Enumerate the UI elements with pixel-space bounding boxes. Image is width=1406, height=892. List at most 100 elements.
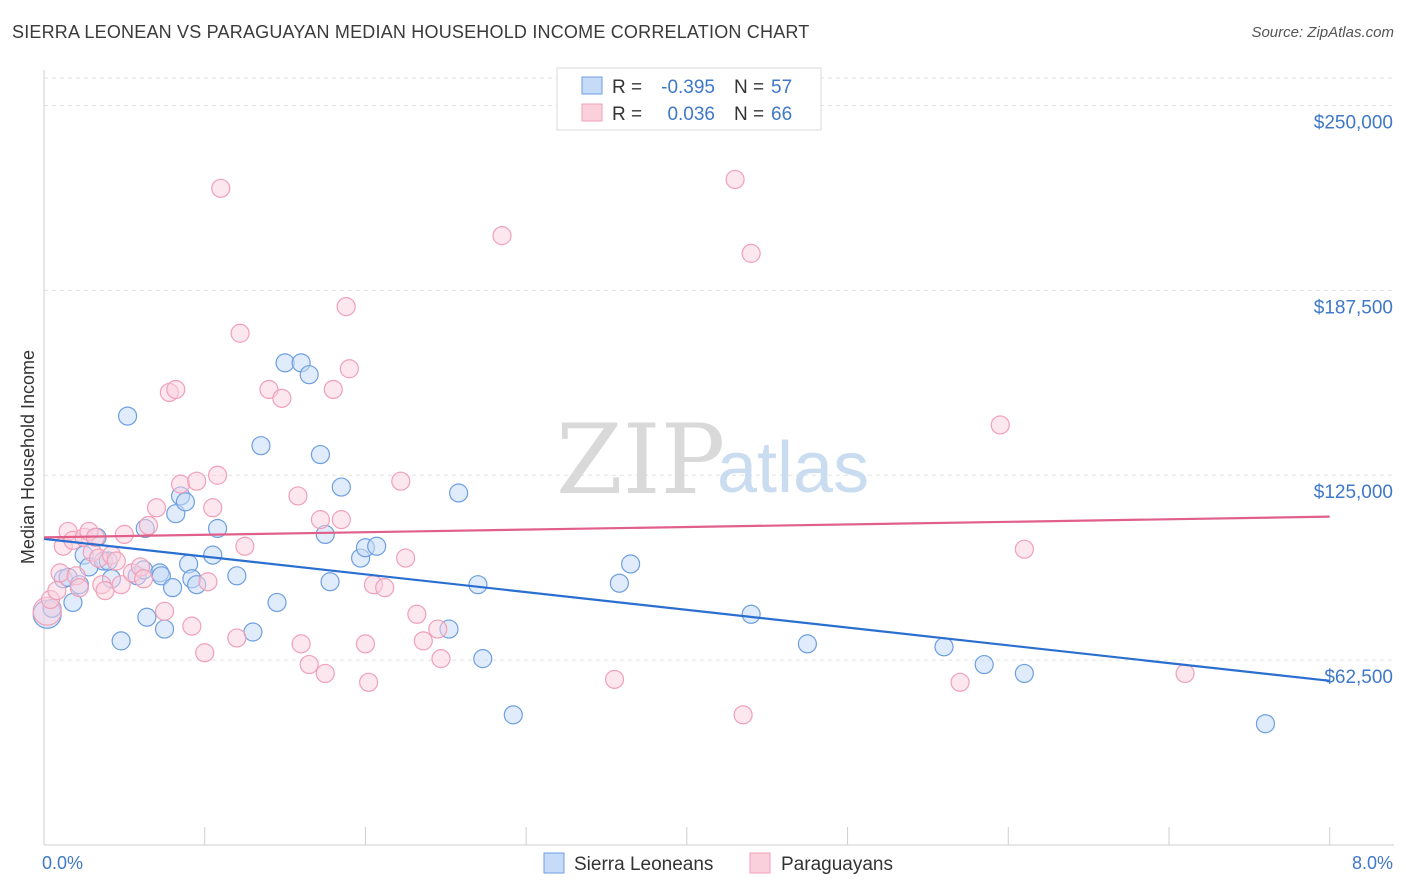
paraguayan-point [391,471,411,491]
paraguayan-point [50,563,70,583]
paraguayan-point [146,498,167,518]
grid-lines [44,77,1394,661]
paraguayan-point [396,548,416,568]
paraguayan-point [299,654,319,675]
paraguayan-point [375,578,395,598]
sierra-leonean-point [934,637,954,657]
paraguayan-point [187,471,207,491]
watermark-atlas: atlas [717,428,869,508]
x-tick-marks [43,827,1331,845]
y-tick-label: $62,500 [1324,667,1393,688]
sierra-leonean-trend-line [43,537,1330,682]
paraguayan-point [114,524,134,545]
legend-n-label-1: N = [734,104,764,125]
legend-n-label-0: N = [734,77,764,98]
paraguayan-point [171,474,191,494]
paraguayan-point [154,601,175,621]
sierra-leonean-point [609,573,629,593]
paraguayan-point [990,415,1010,435]
paraguayan-point [492,226,512,246]
paraguayan-point [211,178,231,198]
bottom-legend-swatch-sierra [543,852,565,874]
sierra-leonean-point [974,654,994,675]
legend-swatch-paraguay [581,103,603,122]
sierra-leonean-point [503,705,523,725]
paraguayan-point [950,672,970,692]
paraguayan-point [428,619,448,639]
series-legend: Sierra Leoneans Paraguayans [543,852,893,875]
sierra-leonean-point [207,518,228,539]
watermark: ZIP atlas [556,404,869,516]
sierra-leonean-point [741,604,761,624]
y-axis-label: Median Household Income [18,350,38,564]
sierra-leonean-point [797,634,817,654]
paraguayan-point [604,669,625,689]
sierra-leonean-point [473,649,493,669]
legend-r-label-1: R = [612,104,642,125]
sierra-leonean-point [275,353,295,373]
paraguayan-point [407,604,427,624]
paraguayan-point [166,379,186,400]
paraguayan-point [1175,663,1195,684]
paraguayan-point [288,486,308,506]
chart-source: Source: ZipAtlas.com [1251,24,1394,41]
paraguayan-point [1014,539,1034,559]
legend-r-label-0: R = [612,77,642,98]
paraguayan-point [111,575,131,595]
paraguayan-point [733,705,753,725]
paraguayan-point [134,569,154,589]
sierra-leonean-point [621,554,641,574]
paraguayan-point [182,616,202,636]
paraguayan-point [291,634,311,654]
legend-r-value-1: 0.036 [667,104,715,125]
bottom-legend-label-sierra: Sierra Leoneans [574,854,713,875]
sierra-leonean-point [227,566,247,586]
paraguayan-point [95,581,115,601]
sierra-leonean-point [331,477,351,497]
sierra-leonean-point [243,622,263,642]
y-tick-label: $187,500 [1314,297,1393,318]
paraguayan-point [725,169,745,190]
x-tick-label-max: 8.0% [1352,853,1393,873]
paraguayan-point [741,243,761,263]
paraguayan-point [198,572,218,592]
chart-title: SIERRA LEONEAN VS PARAGUAYAN MEDIAN HOUS… [12,22,810,42]
paraguayan-point [195,643,215,663]
paraguayan-point [355,634,376,654]
sierra-leonean-point [1255,714,1276,734]
paraguayan-point [359,672,379,692]
paraguayan-point [47,581,67,601]
paraguayan-point [315,663,335,684]
paraguayan-point [431,649,451,669]
watermark-zip: ZIP [556,404,725,516]
paraguayan-point [413,631,433,651]
y-tick-labels: $62,500 $125,000 $187,500 $250,000 [1314,112,1393,688]
paraguayan-point [106,551,126,571]
sierra-leonean-point [137,607,157,627]
paraguayan-point [207,465,228,485]
paraguayan-trend-line [43,515,1330,539]
bottom-legend-swatch-paraguay [749,852,771,874]
sierra-leonean-point [267,592,287,613]
sierra-leonean-point [111,631,131,651]
correlation-legend: R = -0.395 N = 57 R = 0.036 N = 66 [556,67,822,131]
sierra-leonean-point [1014,663,1034,684]
y-tick-label: $125,000 [1314,482,1393,503]
sierra-leonean-point [175,492,196,512]
paraguayan-point [227,628,247,648]
sierra-leonean-point [320,572,340,592]
paraguayan-point [235,536,255,556]
sierra-leonean-point [251,436,271,456]
paraguayan-point [69,578,89,598]
paraguayan-point [323,379,343,400]
paraguayan-point [336,297,356,317]
sierra-leonean-point [299,365,319,385]
legend-r-value-0: -0.395 [661,77,715,98]
paraguayan-point [331,510,351,530]
legend-n-value-0: 57 [771,77,792,98]
sierra-leonean-point [310,444,331,465]
legend-n-value-1: 66 [771,104,792,125]
sierra-leonean-point [367,536,387,556]
paraguayan-point [203,498,223,518]
